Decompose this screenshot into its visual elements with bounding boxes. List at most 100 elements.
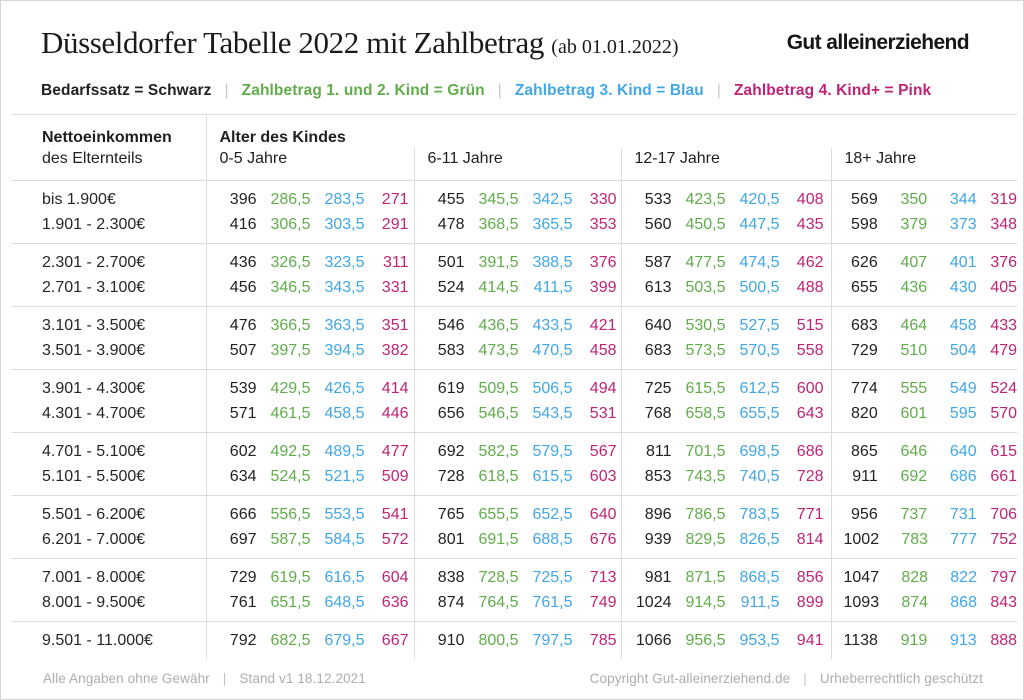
income-range: 5.501 - 6.200€ (42, 506, 146, 523)
table-row: 5.501 - 6.200€ 666 556,5 553,5 541 765 655,5 65… (11, 495, 1018, 527)
table-row: 3.501 - 3.900€ 507 397,5 394,5 382 583 473,5 47… (11, 338, 1018, 370)
income-range: 2.301 - 2.700€ (42, 254, 146, 271)
bedarfssatz-value: 571 (229, 405, 257, 422)
zahlbetrag-kind-1-2-value: 397,5 (270, 342, 311, 359)
zahlbetrag-kind-3-value: 616,5 (324, 569, 365, 586)
zahlbetrag-kind-1-2-value: 509,5 (478, 380, 519, 397)
zahlbetrag-kind-3-value: 500,5 (739, 279, 780, 296)
bedarfssatz-value: 455 (437, 191, 465, 208)
amount-cell: 546 436,5 433,5 421 (413, 306, 621, 338)
bedarfssatz-value: 416 (229, 216, 257, 233)
zahlbetrag-kind-4plus-value: 488 (796, 279, 824, 296)
zahlbetrag-kind-3-value: 913 (949, 632, 977, 649)
zahlbetrag-kind-4plus-value: 706 (990, 506, 1018, 523)
zahlbetrag-kind-1-2-value: 601 (900, 405, 928, 422)
zahlbetrag-kind-1-2-value: 655,5 (478, 506, 519, 523)
income-range: 4.701 - 5.100€ (42, 443, 146, 460)
bedarfssatz-value: 838 (437, 569, 465, 586)
bedarfssatz-value: 874 (437, 594, 465, 611)
zahlbetrag-kind-3-value: 458,5 (324, 405, 365, 422)
zahlbetrag-kind-3-value: 953,5 (739, 632, 780, 649)
zahlbetrag-kind-1-2-value: 737 (900, 506, 928, 523)
bedarfssatz-value: 981 (644, 569, 672, 586)
legend-item: Bedarfssatz = Schwarz (41, 81, 212, 99)
zahlbetrag-kind-4plus-value: 713 (589, 569, 617, 586)
amount-cell: 1002 783 777 752 (830, 527, 1018, 559)
amount-cell: 598 379 373 348 (830, 212, 1018, 244)
income-range: bis 1.900€ (42, 191, 116, 208)
zahlbetrag-kind-1-2-value: 573,5 (685, 342, 726, 359)
amount-cell: 1024 914,5 911,5 899 (620, 590, 831, 622)
zahlbetrag-kind-4plus-value: 271 (381, 191, 409, 208)
zahlbetrag-kind-4plus-value: 771 (796, 506, 824, 523)
zahlbetrag-kind-3-value: 363,5 (324, 317, 365, 334)
amount-cell: 729 619,5 616,5 604 (205, 558, 414, 590)
bedarfssatz-value: 478 (437, 216, 465, 233)
dusseldorfer-table: Nettoeinkommen des Elternteils Alter des… (11, 114, 1017, 659)
zahlbetrag-kind-4plus-value: 676 (589, 531, 617, 548)
table-row: 5.101 - 5.500€ 634 524,5 521,5 509 728 618,5 61… (11, 464, 1018, 496)
table-row: 6.201 - 7.000€ 697 587,5 584,5 572 801 691,5 68… (11, 527, 1018, 559)
bedarfssatz-value: 768 (644, 405, 672, 422)
zahlbetrag-kind-1-2-value: 582,5 (478, 443, 519, 460)
zahlbetrag-kind-1-2-value: 618,5 (478, 468, 519, 485)
footer-separator: | (803, 671, 807, 686)
amount-cell: 1093 874 868 843 (830, 590, 1018, 622)
zahlbetrag-kind-1-2-value: 326,5 (270, 254, 311, 271)
zahlbetrag-kind-3-value: 506,5 (532, 380, 573, 397)
amount-cell: 626 407 401 376 (830, 243, 1018, 275)
bedarfssatz-value: 792 (229, 632, 257, 649)
zahlbetrag-kind-4plus-value: 479 (990, 342, 1018, 359)
amount-cell: 697 587,5 584,5 572 (205, 527, 414, 559)
zahlbetrag-kind-4plus-value: 899 (796, 594, 824, 611)
zahlbetrag-kind-3-value: 342,5 (532, 191, 573, 208)
income-range: 2.701 - 3.100€ (42, 279, 146, 296)
row-group: 3.101 - 3.500€ 476 366,5 363,5 351 546 436,5 43… (11, 306, 1018, 370)
bedarfssatz-value: 456 (229, 279, 257, 296)
zahlbetrag-kind-1-2-value: 473,5 (478, 342, 519, 359)
bedarfssatz-value: 476 (229, 317, 257, 334)
zahlbetrag-kind-1-2-value: 477,5 (685, 254, 726, 271)
table-header: Nettoeinkommen des Elternteils Alter des… (11, 114, 1018, 181)
table-row: 1.901 - 2.300€ 416 306,5 303,5 291 478 368,5 36… (11, 212, 1018, 244)
title-text: Düsseldorfer Tabelle 2022 mit Zahlbetrag (41, 25, 544, 60)
table-row: 2.701 - 3.100€ 456 346,5 343,5 331 524 414,5 41… (11, 275, 1018, 307)
zahlbetrag-kind-1-2-value: 510 (900, 342, 928, 359)
zahlbetrag-kind-1-2-value: 587,5 (270, 531, 311, 548)
amount-cell: 801 691,5 688,5 676 (413, 527, 621, 559)
zahlbetrag-kind-4plus-value: 941 (796, 632, 824, 649)
bedarfssatz-value: 626 (851, 254, 878, 271)
zahlbetrag-kind-3-value: 761,5 (532, 594, 573, 611)
zahlbetrag-kind-4plus-value: 348 (990, 216, 1018, 233)
legend: Bedarfssatz = Schwarz | Zahlbetrag 1. und … (1, 61, 1023, 101)
income-range: 4.301 - 4.700€ (42, 405, 146, 422)
amount-cell: 792 682,5 679,5 667 (205, 621, 414, 659)
zahlbetrag-kind-4plus-value: 752 (990, 531, 1018, 548)
income-range: 8.001 - 9.500€ (42, 594, 146, 611)
amount-cell: 602 492,5 489,5 477 (205, 432, 414, 464)
amount-cell: 640 530,5 527,5 515 (620, 306, 831, 338)
amount-cell: 560 450,5 447,5 435 (620, 212, 831, 244)
zahlbetrag-kind-4plus-value: 435 (796, 216, 824, 233)
row-group: 9.501 - 11.000€ 792 682,5 679,5 667 910 800,5 7… (11, 621, 1017, 659)
zahlbetrag-kind-4plus-value: 643 (796, 405, 824, 422)
zahlbetrag-kind-3-value: 470,5 (532, 342, 573, 359)
age-column-header: 6-11 Jahre (413, 148, 621, 181)
zahlbetrag-kind-4plus-value: 446 (381, 405, 409, 422)
zahlbetrag-kind-4plus-value: 661 (990, 468, 1018, 485)
zahlbetrag-kind-3-value: 584,5 (324, 531, 365, 548)
row-group: bis 1.900€ 396 286,5 283,5 271 455 345,5 342,5 3… (11, 180, 1018, 244)
zahlbetrag-kind-4plus-value: 421 (589, 317, 617, 334)
table-row: 8.001 - 9.500€ 761 651,5 648,5 636 874 764,5 76… (11, 590, 1018, 622)
zahlbetrag-kind-1-2-value: 764,5 (478, 594, 519, 611)
bedarfssatz-value: 939 (644, 531, 672, 548)
income-range: 5.101 - 5.500€ (42, 468, 146, 485)
zahlbetrag-kind-3-value: 489,5 (324, 443, 365, 460)
zahlbetrag-kind-3-value: 388,5 (532, 254, 573, 271)
zahlbetrag-kind-3-value: 612,5 (739, 380, 780, 397)
table-row: 2.301 - 2.700€ 436 326,5 323,5 311 501 391,5 38… (11, 243, 1018, 275)
bedarfssatz-value: 683 (851, 317, 878, 334)
bedarfssatz-value: 602 (229, 443, 257, 460)
zahlbetrag-kind-4plus-value: 572 (381, 531, 409, 548)
income-column-header: Nettoeinkommen des Elternteils (11, 115, 206, 181)
